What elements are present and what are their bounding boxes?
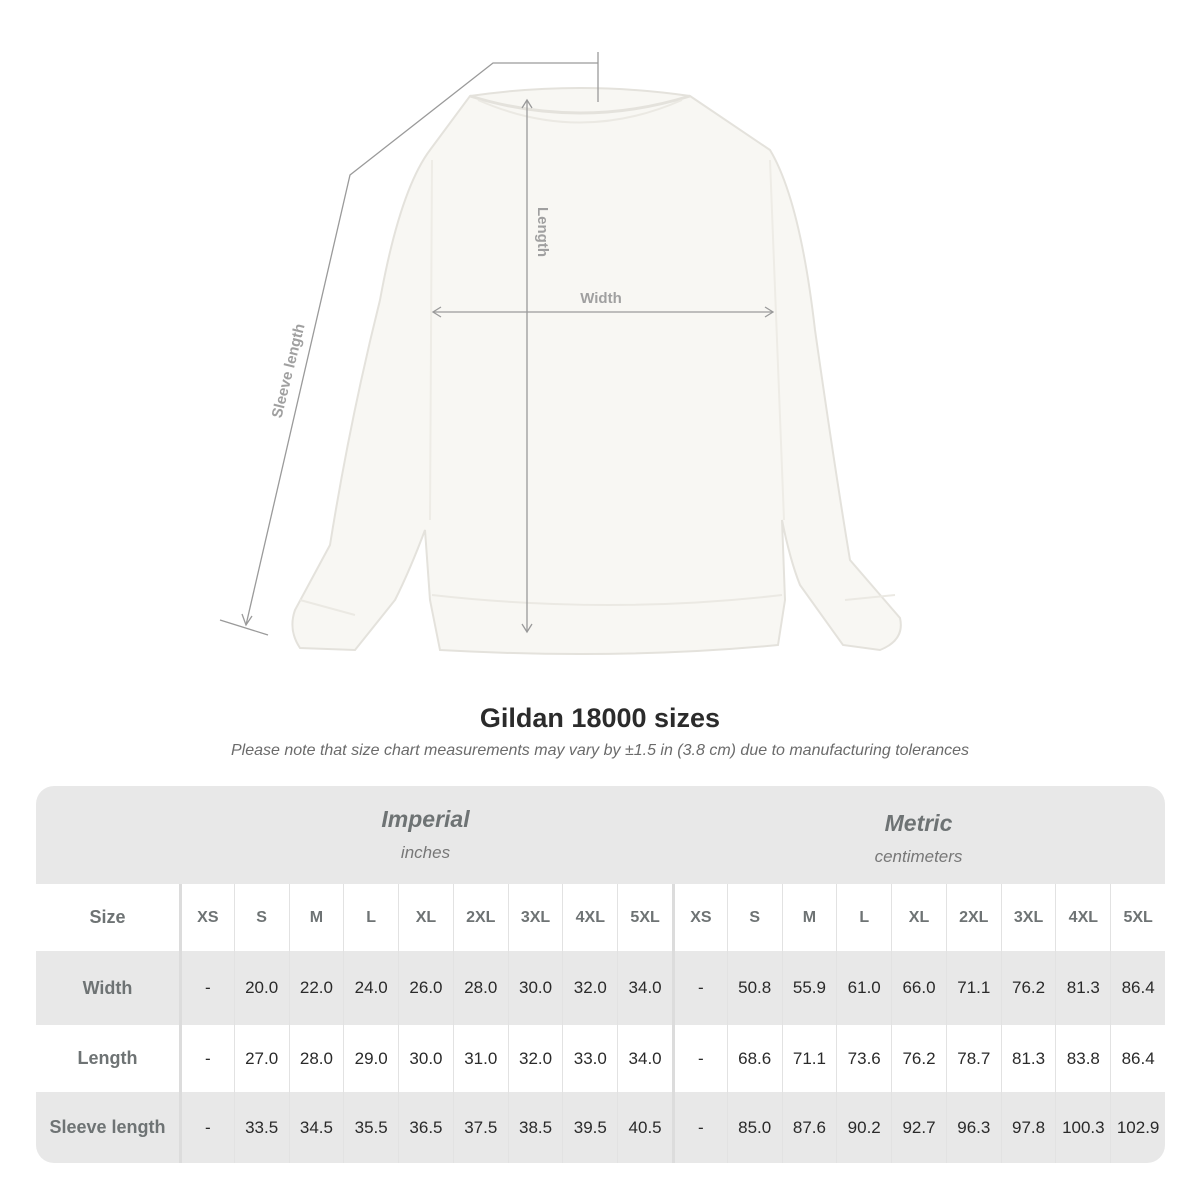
imperial-value-cell: 29.0 [343,1025,398,1092]
metric-size-header: S [726,884,782,951]
metric-value-cell: 92.7 [891,1092,946,1163]
imperial-value-cell: 39.5 [562,1092,617,1163]
metric-size-header: L [836,884,891,951]
row-label: Size [89,907,126,927]
imperial-value-cell: 30.0 [398,1025,453,1092]
metric-value-cell: 55.9 [781,951,837,1025]
metric-value-cell: 86.4 [1110,951,1165,1025]
imperial-size-header: XL [398,884,453,951]
metric-value-cell: 87.6 [781,1092,837,1163]
imperial-value-cell: 38.5 [507,1092,563,1163]
row-label: Length [77,1048,138,1068]
imperial-value-cell: 37.5 [452,1092,508,1163]
metric-value-cell: 96.3 [945,1092,1001,1163]
metric-value-cell: 61.0 [836,951,891,1025]
imperial-value-cell: 31.0 [452,1025,508,1092]
imperial-value-cell: 26.0 [398,951,453,1025]
imperial-value-cell: 36.5 [398,1092,453,1163]
metric-value-cell: 66.0 [891,951,946,1025]
imperial-value-cell: 34.0 [617,951,672,1025]
metric-size-header: 2XL [945,884,1001,951]
imperial-size-header: 2XL [452,884,508,951]
imperial-value-cell: 40.5 [617,1092,672,1163]
metric-value-cell: 81.3 [1000,1025,1056,1092]
imperial-value-cell: 30.0 [507,951,563,1025]
imperial-value-cell: 20.0 [233,951,289,1025]
metric-value-cell: 102.9 [1110,1092,1165,1163]
sweatshirt-diagram: Length Width Sleeve length [219,52,902,655]
imperial-value-cell: 34.5 [288,1092,344,1163]
length-label: Length [534,207,551,257]
metric-value-cell: 71.1 [945,951,1001,1025]
imperial-value-cell: 35.5 [343,1092,398,1163]
metric-size-header: M [781,884,837,951]
imperial-unit: inches [400,843,451,862]
sweatshirt-illustration [291,87,902,655]
imperial-header: Imperial inches [179,806,672,863]
imperial-size-header: M [288,884,344,951]
metric-value-cell: 97.8 [1000,1092,1056,1163]
imperial-value-cell: - [178,951,234,1025]
sleeve-length-label: Sleeve length [269,322,309,420]
metric-value-cell: 78.7 [945,1025,1001,1092]
imperial-value-cell: 27.0 [233,1025,289,1092]
metric-size-header: 4XL [1055,884,1110,951]
metric-size-header: XS [671,884,727,951]
imperial-value-cell: 33.5 [233,1092,289,1163]
imperial-size-header: 5XL [617,884,672,951]
metric-value-cell: 90.2 [836,1092,891,1163]
metric-value-cell: 81.3 [1055,951,1110,1025]
size-chart-table: Imperial inches Metric centimeters Size X… [36,786,1165,1163]
imperial-value-cell: 32.0 [562,951,617,1025]
metric-value-cell: - [671,1025,727,1092]
imperial-value-cell: 28.0 [288,1025,344,1092]
row-label: Width [82,977,133,998]
measurement-lines [219,52,775,636]
metric-value-cell: 50.8 [726,951,782,1025]
metric-value-cell: 86.4 [1110,1025,1165,1092]
tolerance-note: Please note that size chart measurements… [230,742,970,759]
table-row: Width -20.0 22.0 24.0 26.0 28.0 30.0 32.0 34.0-5… [36,951,1165,1025]
metric-value-cell: - [671,951,727,1025]
imperial-size-header: L [343,884,398,951]
metric-size-header: XL [891,884,946,951]
row-label: Sleeve length [49,1117,166,1137]
imperial-size-header: XS [178,884,234,951]
metric-size-header: 3XL [1000,884,1056,951]
imperial-title: Imperial [381,806,470,832]
metric-value-cell: 100.3 [1055,1092,1110,1163]
imperial-value-cell: 34.0 [617,1025,672,1092]
units-header [36,786,1165,884]
metric-value-cell: 83.8 [1055,1025,1110,1092]
imperial-value-cell: 28.0 [452,951,508,1025]
width-label: Width [580,290,622,307]
size-header-row: Size XS S M L XL 2XL 3XL 4XL 5XL XS S M L XL 2XL 3XL 4XL 5… [36,884,1165,951]
metric-title: Metric [884,810,953,836]
imperial-size-header: 4XL [562,884,617,951]
metric-unit: centimeters [874,847,963,866]
table-row: Length -27.0 28.0 29.0 30.0 31.0 32.0 33.0 34.0-… [36,1025,1165,1092]
metric-value-cell: 76.2 [891,1025,946,1092]
metric-size-header: 5XL [1110,884,1165,951]
metric-header: Metric centimeters [672,810,1165,867]
page-title: Gildan 18000 sizes [479,703,721,733]
imperial-size-header: S [233,884,289,951]
table-row: Sleeve length -33.5 34.5 35.5 36.5 37.5 38.5 39… [36,1092,1165,1163]
metric-value-cell: 76.2 [1000,951,1056,1025]
imperial-value-cell: 33.0 [562,1025,617,1092]
metric-value-cell: 73.6 [836,1025,891,1092]
imperial-value-cell: 24.0 [343,951,398,1025]
imperial-value-cell: - [178,1025,234,1092]
imperial-value-cell: - [178,1092,234,1163]
metric-value-cell: 68.6 [726,1025,782,1092]
metric-value-cell: 85.0 [726,1092,782,1163]
imperial-value-cell: 32.0 [507,1025,563,1092]
metric-value-cell: 71.1 [781,1025,837,1092]
imperial-size-header: 3XL [507,884,563,951]
imperial-value-cell: 22.0 [288,951,344,1025]
metric-value-cell: - [671,1092,727,1163]
